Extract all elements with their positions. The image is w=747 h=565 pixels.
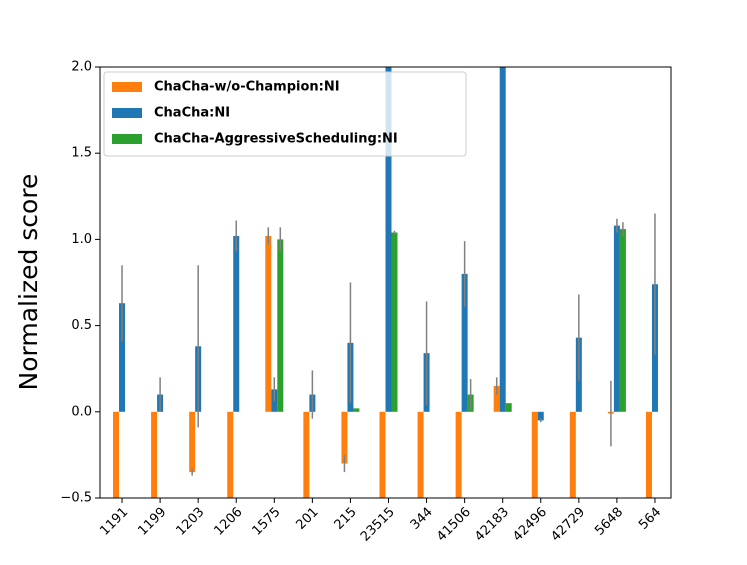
y-tick-label: 2.0 bbox=[71, 60, 92, 75]
x-tick-label: 215 bbox=[332, 505, 360, 533]
legend-swatch bbox=[112, 108, 142, 118]
legend-label: ChaCha-w/o-Champion:NI bbox=[154, 80, 340, 95]
bar bbox=[227, 411, 234, 498]
bar bbox=[385, 67, 392, 412]
plot-frame bbox=[99, 66, 672, 499]
x-tick-label: 1206 bbox=[212, 505, 246, 539]
x-tick-label: 1575 bbox=[250, 505, 284, 539]
x-tick-label: 344 bbox=[408, 505, 436, 533]
bar bbox=[119, 303, 126, 412]
legend-swatch bbox=[112, 134, 142, 144]
legend-box bbox=[103, 71, 467, 157]
y-tick-label: 1.5 bbox=[71, 146, 92, 161]
bar bbox=[151, 411, 158, 498]
bar bbox=[569, 411, 576, 498]
bar bbox=[113, 411, 120, 498]
x-tick-label: 23515 bbox=[358, 505, 398, 545]
y-tick-label: 0.0 bbox=[71, 404, 92, 419]
legend-label: ChaCha-AggressiveScheduling:NI bbox=[154, 132, 398, 147]
bar bbox=[277, 239, 284, 412]
bar bbox=[493, 385, 500, 412]
bar bbox=[353, 408, 360, 412]
y-tick-label: 0.5 bbox=[71, 318, 92, 333]
x-tick-label: 41506 bbox=[434, 505, 474, 545]
bar bbox=[265, 235, 272, 412]
y-tick-label: −0.5 bbox=[60, 491, 92, 506]
plot-area bbox=[113, 67, 658, 498]
legend-swatch bbox=[112, 82, 142, 92]
bar bbox=[537, 411, 544, 421]
x-tick-label: 42729 bbox=[548, 505, 588, 545]
bar bbox=[505, 403, 512, 412]
bar bbox=[303, 411, 310, 498]
bar bbox=[461, 273, 468, 412]
x-tick-label: 1203 bbox=[173, 505, 207, 539]
bar bbox=[613, 225, 620, 412]
legend-label: ChaCha:NI bbox=[154, 106, 230, 121]
y-tick-label: 1.0 bbox=[71, 232, 92, 247]
x-tick-label: 1199 bbox=[135, 505, 169, 539]
x-tick-label: 42183 bbox=[472, 505, 512, 545]
bar bbox=[379, 411, 386, 498]
bar bbox=[189, 411, 196, 473]
bar bbox=[417, 411, 424, 498]
x-tick-label: 5648 bbox=[592, 505, 626, 539]
bar bbox=[455, 411, 462, 498]
bar bbox=[391, 232, 398, 412]
y-axis-label: Normalized score bbox=[14, 174, 43, 391]
bar bbox=[233, 235, 240, 412]
bar bbox=[341, 411, 348, 464]
x-tick-label: 42496 bbox=[510, 505, 550, 545]
x-tick-label: 564 bbox=[636, 505, 664, 533]
x-tick-label: 1191 bbox=[97, 505, 131, 539]
bar bbox=[619, 229, 626, 412]
bar bbox=[645, 411, 652, 498]
bar bbox=[531, 411, 538, 498]
x-tick-label: 201 bbox=[294, 505, 322, 533]
bar bbox=[499, 67, 506, 412]
